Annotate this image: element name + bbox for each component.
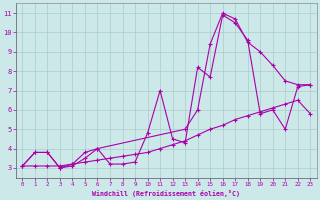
X-axis label: Windchill (Refroidissement éolien,°C): Windchill (Refroidissement éolien,°C) — [92, 190, 240, 197]
